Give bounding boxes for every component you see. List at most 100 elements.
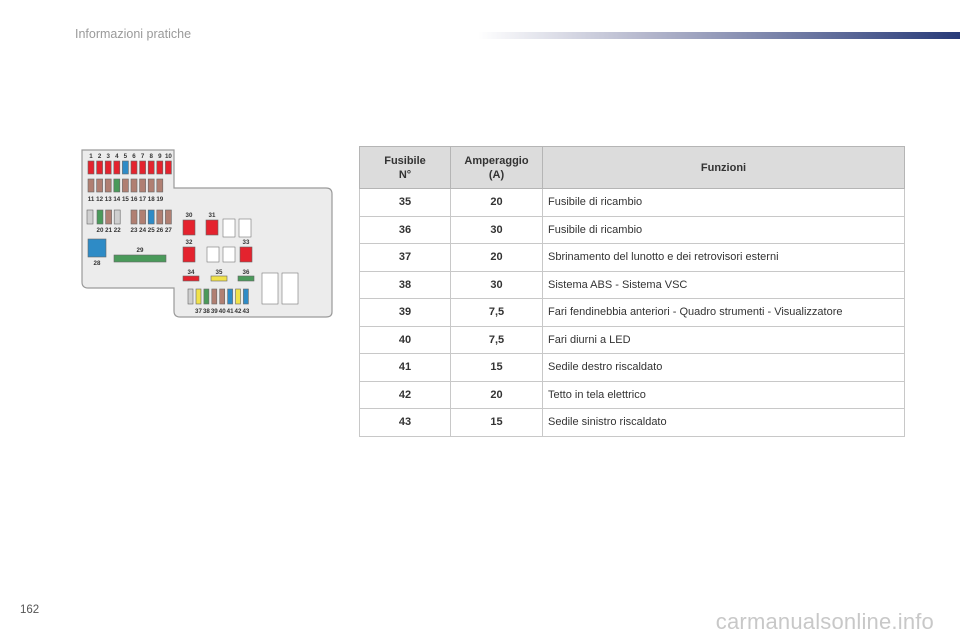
fuse-number: 43 [359,408,451,437]
fuse-function: Fari diurni a LED [542,325,905,354]
fuse [195,288,202,305]
fuse [130,160,138,175]
header-amperage: Amperaggio (A) [450,146,543,189]
fuse-label: 19 [156,196,163,203]
fuse [139,178,146,193]
watermark: carmanualsonline.info [715,609,934,634]
fuse [147,178,155,193]
fuse-amperage: 20 [450,188,543,217]
fuse-number: 36 [359,215,451,244]
fuse-label: 39 [211,308,218,315]
fuse-label: 32 [186,239,193,246]
fuse-label: 8 [149,153,153,160]
fuse [165,209,172,225]
fuse-amperage: 7,5 [450,298,543,327]
fuse [156,209,164,225]
fuse-32 [182,246,196,263]
fuse-amperage: 20 [450,380,543,409]
fuse-function: Sbrinamento del lunotto e dei retrovisor… [542,243,905,272]
fuse [211,288,218,305]
fuse-35 [210,275,228,282]
fuse-28 [87,238,107,258]
fuse-label: 43 [242,308,249,315]
fuse [243,288,249,305]
fuse-label: 1 [89,153,93,160]
fuse-label: 7 [141,153,145,160]
table-header-row: Fusibile N° Amperaggio (A) Funzioni [359,146,905,189]
fuse-30 [182,219,196,236]
fuse-label: 22 [114,227,121,234]
fuse-label: 33 [243,239,250,246]
fuse-31 [205,219,219,236]
fuse-label: 15 [122,196,129,203]
fuse [113,160,121,175]
fuse-number: 40 [359,325,451,354]
fuse [87,160,95,175]
fuse-amperage: 30 [450,270,543,299]
fuse-label: 36 [243,269,250,276]
table-row: 42 20 Tetto in tela elettrico [359,380,905,409]
fuse-label: 20 [97,227,104,234]
fuse-label: 17 [139,196,146,203]
relay-slot [261,272,279,305]
fuse-number: 39 [359,298,451,327]
fuse-amperage: 7,5 [450,325,543,354]
fuse [147,209,155,225]
relay-slot [222,218,236,238]
fuse-36 [237,275,255,282]
header-functions: Funzioni [542,146,905,189]
fuse-label: 27 [165,227,172,234]
fuse [96,209,104,225]
fuse [227,288,233,305]
relay-slot [206,246,220,263]
fuse [113,209,121,225]
fuse-function: Fusibile di ricambio [542,188,905,217]
fuse [113,178,121,193]
fuse [165,160,172,175]
relay-slot [281,272,299,305]
fuse-function: Tetto in tela elettrico [542,380,905,409]
fuse [139,160,146,175]
fuse-function: Sedile destro riscaldato [542,353,905,382]
fuse [187,288,194,305]
fuse [203,288,210,305]
fuse-label: 35 [216,269,223,276]
fuse [96,178,103,193]
fuse-number: 42 [359,380,451,409]
fuse-label: 3 [106,153,110,160]
fuse-label: 6 [132,153,136,160]
fuse-label: 9 [158,153,162,160]
fuse-label: 10 [165,153,172,160]
fuse-amperage: 15 [450,353,543,382]
fuse-label: 38 [203,308,210,315]
fuse-function: Sistema ABS - Sistema VSC [542,270,905,299]
relay-slot [238,218,252,238]
fuse-amperage: 30 [450,215,543,244]
table-row: 35 20 Fusibile di ricambio [359,188,905,217]
fuse [87,178,95,193]
fuse-label: 12 [96,196,103,203]
header-fuse-number: Fusibile N° [359,146,451,189]
fuse-label: 24 [139,227,146,234]
fuse [104,160,112,175]
fuse-function: Sedile sinistro riscaldato [542,408,905,437]
fuse-table: Fusibile N° Amperaggio (A) Funzioni 35 20 … [359,146,905,437]
fuse-29 [113,254,167,263]
fuse [235,288,241,305]
fuse-label: 11 [88,196,95,203]
table-row: 43 15 Sedile sinistro riscaldato [359,408,905,437]
fuse-label: 18 [148,196,155,203]
fuse-label: 34 [188,269,195,276]
fuse-label: 21 [105,227,112,234]
table-row: 40 7,5 Fari diurni a LED [359,325,905,354]
fuse [139,209,146,225]
fuse [130,209,138,225]
fuse [104,178,112,193]
fuse [105,209,112,225]
fuse [156,160,164,175]
fuse-label: 25 [148,227,155,234]
fuse-label: 42 [235,308,242,315]
fuse [156,178,164,193]
fuse-33 [239,246,253,263]
fuse-label: 14 [113,196,120,203]
